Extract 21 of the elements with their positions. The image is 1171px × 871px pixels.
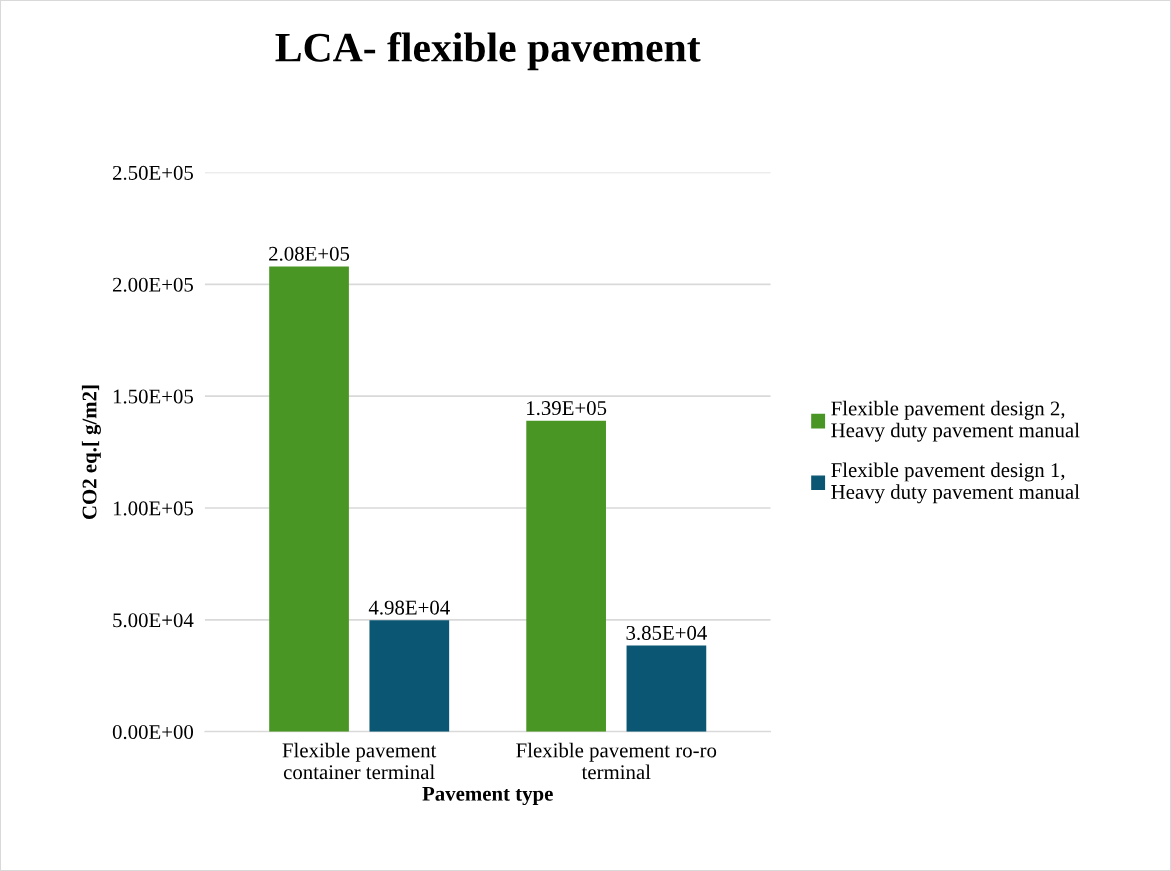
y-tick-label: 2.50E+05 [112,165,193,180]
bar [269,266,349,732]
bar [526,420,606,732]
chart-title: LCA- flexible pavement [275,32,701,71]
bar [626,645,707,732]
y-tick-label: 1.00E+05 [113,501,193,516]
legend-label: Flexible pavement design 2, Heavy duty pavement manual [831,400,1080,442]
y-tick-label: 5.00E+04 [113,613,194,628]
data-label: 2.08E+05 [269,246,350,261]
legend-label: Flexible pavement design 1, Heavy duty pavement manual [831,462,1080,504]
data-label: 4.98E+04 [368,600,450,615]
x-axis-title: Pavement type [422,786,553,806]
y-tick-label: 0.00E+00 [112,725,194,740]
y-tick-label: 2.00E+05 [112,277,193,292]
x-tick-label: Flexible pavement container terminal [282,742,437,780]
data-label: 3.85E+04 [626,625,707,640]
bar [369,620,450,732]
y-tick-label: 1.50E+05 [113,389,193,404]
y-axis-title: CO2 eq.[ g/m2] [81,385,101,520]
x-tick-label: Flexible pavement ro-ro terminal [516,742,717,780]
data-label: 1.39E+05 [527,401,607,416]
